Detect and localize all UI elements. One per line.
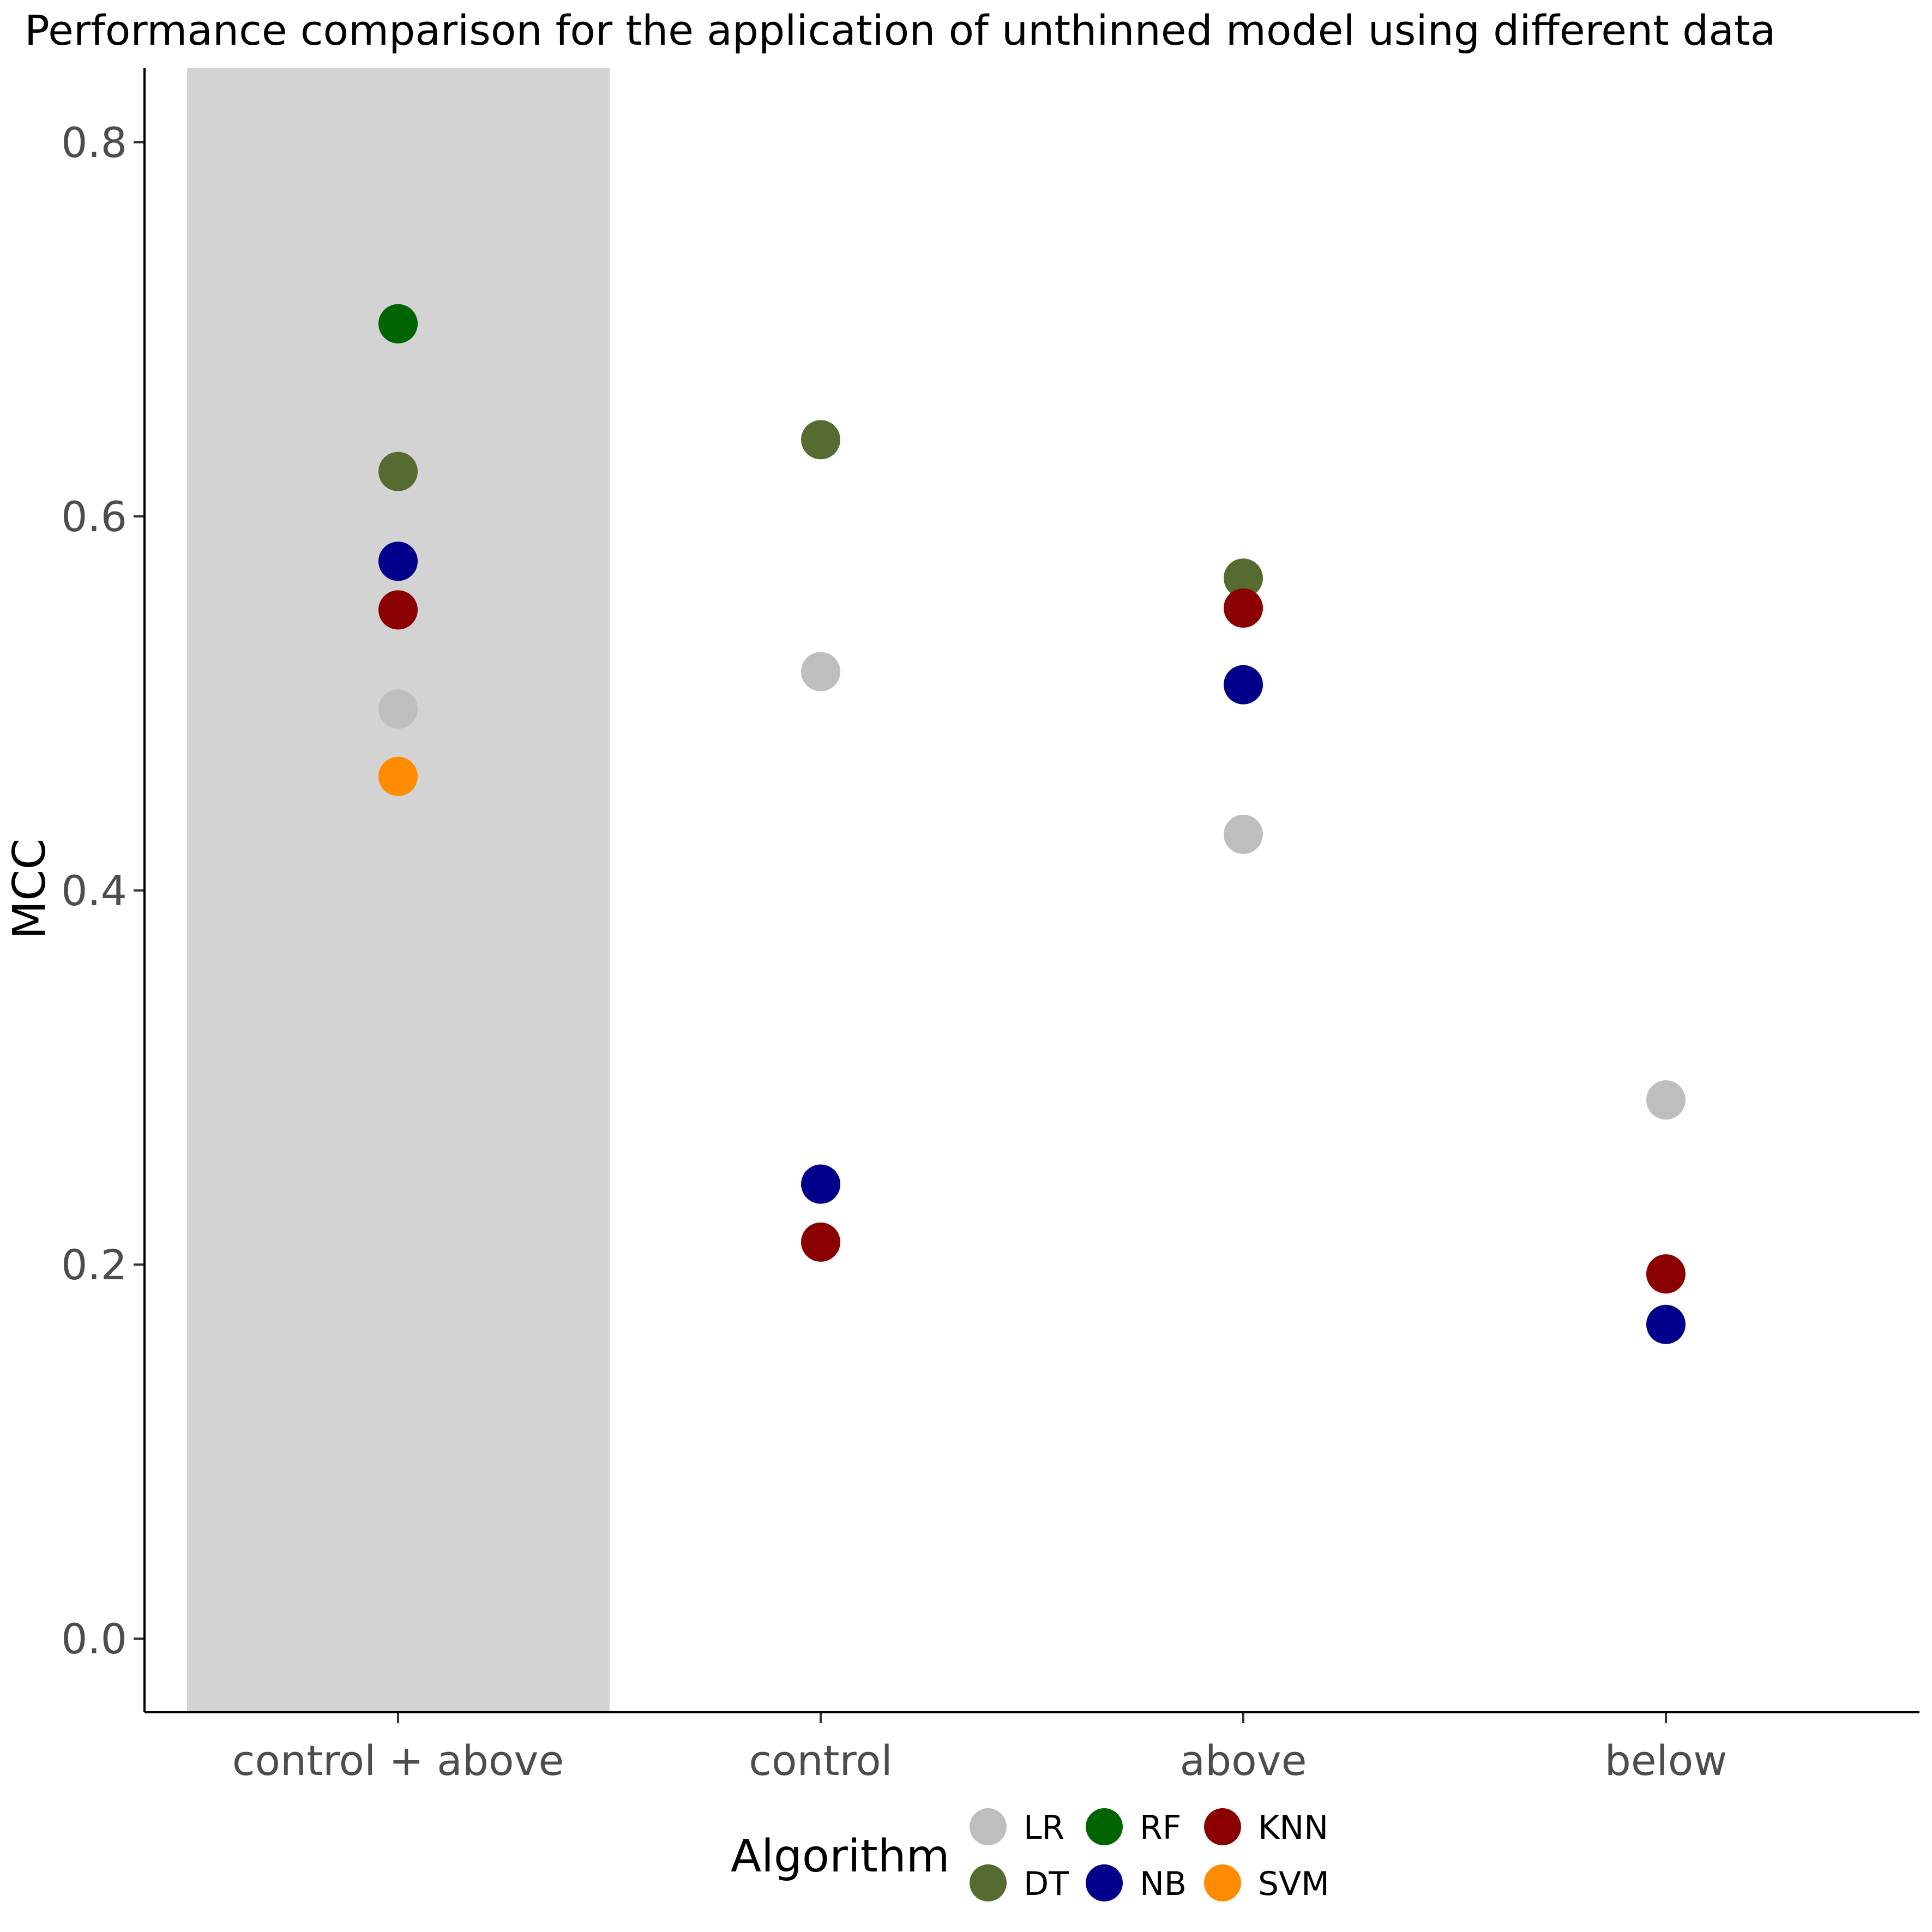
y-axis-title: MCC xyxy=(4,838,56,939)
chart-title: Performance comparison for the applicati… xyxy=(25,6,1775,55)
point-rf xyxy=(378,304,418,344)
point-lr xyxy=(1646,1080,1686,1120)
x-tick-label: control xyxy=(749,1736,892,1785)
y-axis-ticks: 0.0 0.2 0.4 0.6 0.8 xyxy=(61,118,145,1663)
point-knn xyxy=(378,590,418,630)
legend-label-dt: DT xyxy=(1024,1865,1069,1903)
point-lr xyxy=(801,652,840,691)
legend-label-svm: SVM xyxy=(1258,1865,1329,1903)
data-points xyxy=(378,304,1686,1344)
point-dt xyxy=(1224,558,1263,598)
x-tick-label: below xyxy=(1605,1736,1728,1785)
x-axis-ticks: control + above control above below xyxy=(232,1712,1728,1785)
legend-title: Algorithm xyxy=(731,1831,950,1882)
point-svm xyxy=(378,756,418,796)
y-tick-label: 0.6 xyxy=(61,492,127,541)
x-tick-label: control + above xyxy=(232,1736,564,1785)
point-nb xyxy=(801,1164,840,1204)
point-nb xyxy=(1646,1304,1686,1344)
legend: Algorithm LR DT RF NB KNN SVM xyxy=(731,1808,1329,1903)
point-dt xyxy=(801,420,840,460)
y-tick-label: 0.2 xyxy=(61,1241,127,1289)
x-tick-label: above xyxy=(1179,1736,1307,1785)
legend-key-nb xyxy=(1086,1864,1123,1901)
legend-key-knn xyxy=(1204,1808,1241,1845)
legend-label-nb: NB xyxy=(1140,1865,1187,1903)
point-knn xyxy=(801,1222,840,1262)
point-lr xyxy=(1224,815,1263,854)
legend-key-dt xyxy=(970,1864,1007,1901)
y-tick-label: 0.8 xyxy=(61,118,127,167)
legend-key-lr xyxy=(970,1808,1007,1845)
point-nb xyxy=(1224,665,1263,705)
legend-key-svm xyxy=(1204,1864,1241,1901)
legend-label-knn: KNN xyxy=(1258,1809,1328,1847)
y-tick-label: 0.4 xyxy=(61,866,127,915)
legend-label-rf: RF xyxy=(1140,1809,1181,1847)
point-knn xyxy=(1646,1254,1686,1294)
point-nb xyxy=(378,541,418,581)
y-tick-label: 0.0 xyxy=(61,1615,127,1663)
point-knn xyxy=(1224,588,1263,628)
legend-label-lr: LR xyxy=(1024,1809,1064,1847)
point-dt xyxy=(378,452,418,491)
legend-key-rf xyxy=(1086,1808,1123,1845)
point-lr xyxy=(378,689,418,729)
